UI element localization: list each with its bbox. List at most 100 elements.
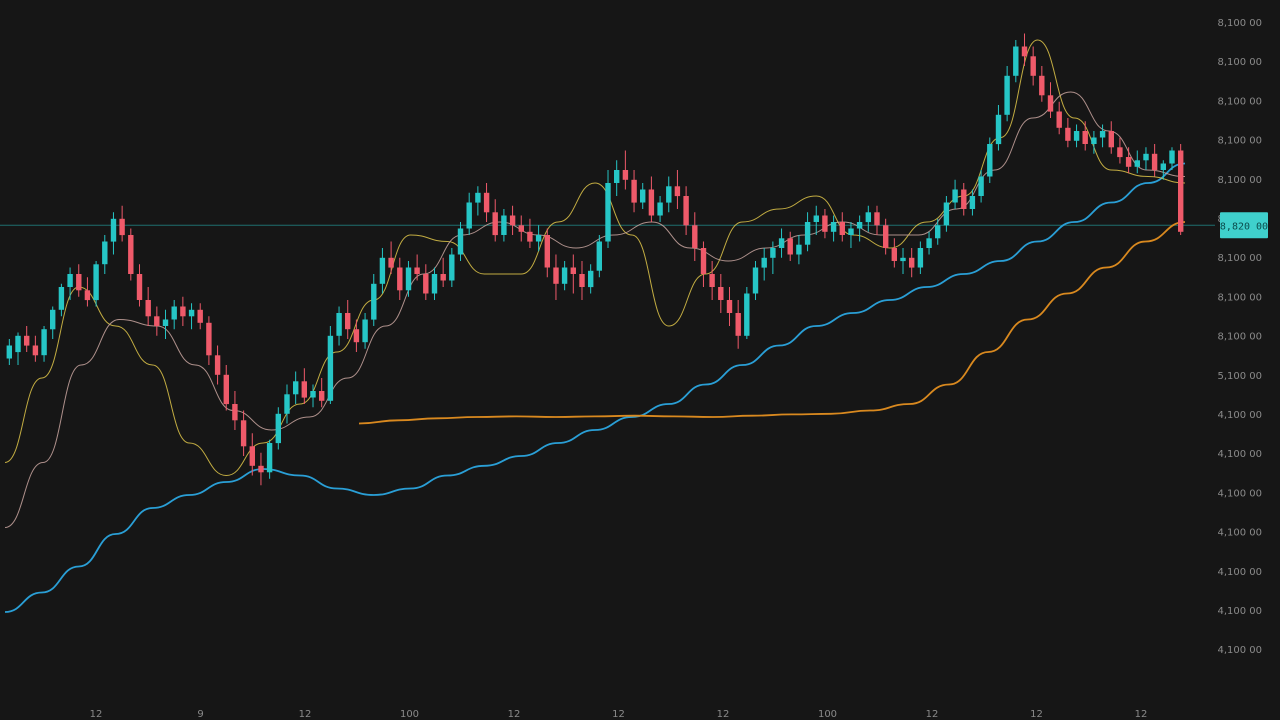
y-tick-label: 8,100 00 <box>1217 96 1262 107</box>
candle-body <box>423 274 429 294</box>
candle-body <box>1013 46 1019 76</box>
candle-body <box>987 144 993 177</box>
x-axis: 12 9 12 100 12 12 12 100 12 12 12 <box>90 709 1148 720</box>
candle-body <box>804 222 811 245</box>
candle-body <box>692 225 698 248</box>
candle-body <box>154 316 160 326</box>
candle-body <box>371 283 377 320</box>
candle-body <box>883 225 889 248</box>
candle-body <box>466 202 472 229</box>
candle-body <box>1108 131 1114 148</box>
candle-body <box>102 241 108 265</box>
candle-body <box>266 443 273 473</box>
candle-body <box>969 196 976 209</box>
candle-body <box>76 274 82 291</box>
candle-body <box>1039 75 1045 96</box>
candlestick-layer <box>6 33 1184 486</box>
candle-body <box>188 309 195 317</box>
moving-average-line-3 <box>4 39 1186 477</box>
candle-body <box>761 257 767 268</box>
candle-body <box>822 215 828 232</box>
candle-body <box>527 231 533 242</box>
candle-body <box>58 287 65 310</box>
candle-body <box>622 170 629 180</box>
candle-body <box>657 202 663 216</box>
candle-body <box>32 345 39 356</box>
candle-body <box>787 238 793 255</box>
candle-body <box>509 215 516 226</box>
candle-body <box>327 335 334 401</box>
candle-body <box>431 274 438 294</box>
candle-body <box>874 212 880 226</box>
candle-body <box>449 254 455 281</box>
y-tick-label: 8,100 00 <box>1217 175 1262 186</box>
x-tick-label: 12 <box>1135 709 1148 720</box>
candle-body <box>770 248 776 258</box>
candle-body <box>900 257 906 262</box>
candle-body <box>6 345 12 359</box>
y-tick-label: 4,100 00 <box>1217 410 1262 421</box>
x-tick-label: 12 <box>926 709 939 720</box>
candle-body <box>397 267 403 291</box>
current-price-tag[interactable]: 8,820 00 <box>1220 212 1268 239</box>
candle-body <box>926 238 932 248</box>
candle-body <box>362 319 368 343</box>
candle-body <box>197 309 203 323</box>
y-tick-label: 8,100 00 <box>1217 136 1262 147</box>
candle-body <box>796 244 802 255</box>
x-tick-label: 12 <box>1030 709 1043 720</box>
candle-body <box>1178 150 1184 232</box>
candle-body <box>284 394 290 414</box>
y-tick-label: 4,100 00 <box>1217 645 1262 656</box>
x-tick-label: 9 <box>197 709 203 720</box>
candle-body <box>240 420 247 447</box>
candle-body <box>856 222 863 229</box>
candle-body <box>1125 157 1132 167</box>
candle-body <box>483 192 490 213</box>
candle-body <box>943 202 950 226</box>
moving-average-line-4 <box>4 91 1186 528</box>
candle-body <box>440 274 446 281</box>
candle-body <box>605 183 611 242</box>
candle-body <box>145 300 151 317</box>
y-tick-label: 4,100 00 <box>1217 528 1262 539</box>
candle-body <box>414 267 420 274</box>
y-tick-label: 4,100 00 <box>1217 606 1262 617</box>
price-tag-background <box>1220 212 1268 239</box>
candle-body <box>535 235 542 242</box>
candle-body <box>1021 46 1028 57</box>
candle-body <box>648 189 655 216</box>
candle-body <box>674 186 681 197</box>
candle-body <box>345 313 351 330</box>
candle-body <box>206 322 212 356</box>
candle-body <box>839 222 845 235</box>
candle-body <box>119 218 125 236</box>
candle-body <box>353 329 360 343</box>
candle-body <box>518 225 524 232</box>
y-tick-label: 8,100 00 <box>1217 253 1262 264</box>
candle-body <box>310 391 316 398</box>
moving-average-layer <box>4 39 1186 613</box>
y-tick-label: 4,100 00 <box>1217 567 1262 578</box>
candle-body <box>1073 131 1080 141</box>
x-tick-label: 12 <box>717 709 730 720</box>
candle-body <box>830 222 837 232</box>
candle-body <box>726 300 733 313</box>
candle-body <box>319 391 325 401</box>
candle-body <box>709 274 715 287</box>
moving-average-line-1 <box>4 162 1186 613</box>
candle-body <box>813 215 819 222</box>
candle-body <box>1004 75 1010 115</box>
candle-body <box>1065 127 1071 141</box>
candle-body <box>935 225 941 239</box>
candle-body <box>1030 56 1036 76</box>
candle-body <box>588 270 594 288</box>
candle-body <box>110 218 117 242</box>
y-tick-label: 8,100 00 <box>1217 332 1262 343</box>
candle-body <box>275 413 281 444</box>
candle-body <box>475 192 481 203</box>
candle-body <box>41 329 47 356</box>
x-tick-label: 12 <box>508 709 521 720</box>
candle-body <box>1047 95 1054 112</box>
